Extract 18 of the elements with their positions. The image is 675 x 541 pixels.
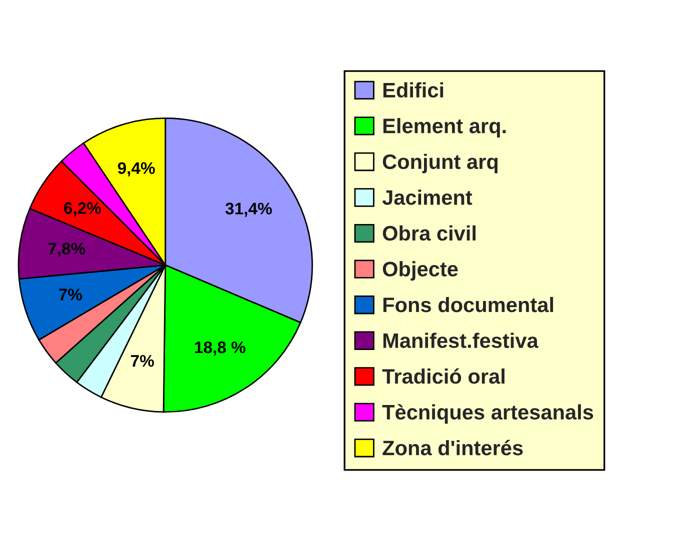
legend-label: Obra civil — [382, 225, 476, 241]
data-label: 18,8 % — [195, 341, 246, 356]
legend-label: Objecte — [382, 261, 458, 281]
legend-label: Manifest.festiva — [383, 332, 538, 348]
data-label: 7% — [59, 288, 82, 300]
legend-label: Edifici — [383, 82, 444, 98]
legend-label: Zona d'interés — [382, 440, 523, 456]
data-label: 6,2% — [64, 202, 101, 216]
legend-label: Tècniques artesanals — [382, 404, 594, 424]
legend-label: Tradició oral — [382, 368, 504, 384]
legend-label: Element arq. — [383, 118, 506, 138]
legend-label: Conjunt arq — [382, 154, 498, 174]
data-label: 7% — [131, 354, 154, 367]
legend-label: Jaciment — [382, 190, 472, 205]
data-label: 9,4% — [118, 162, 155, 176]
data-label: 7,8% — [48, 242, 86, 257]
data-label: 31,4% — [225, 202, 272, 217]
legend-label: Fons documental — [383, 296, 554, 312]
